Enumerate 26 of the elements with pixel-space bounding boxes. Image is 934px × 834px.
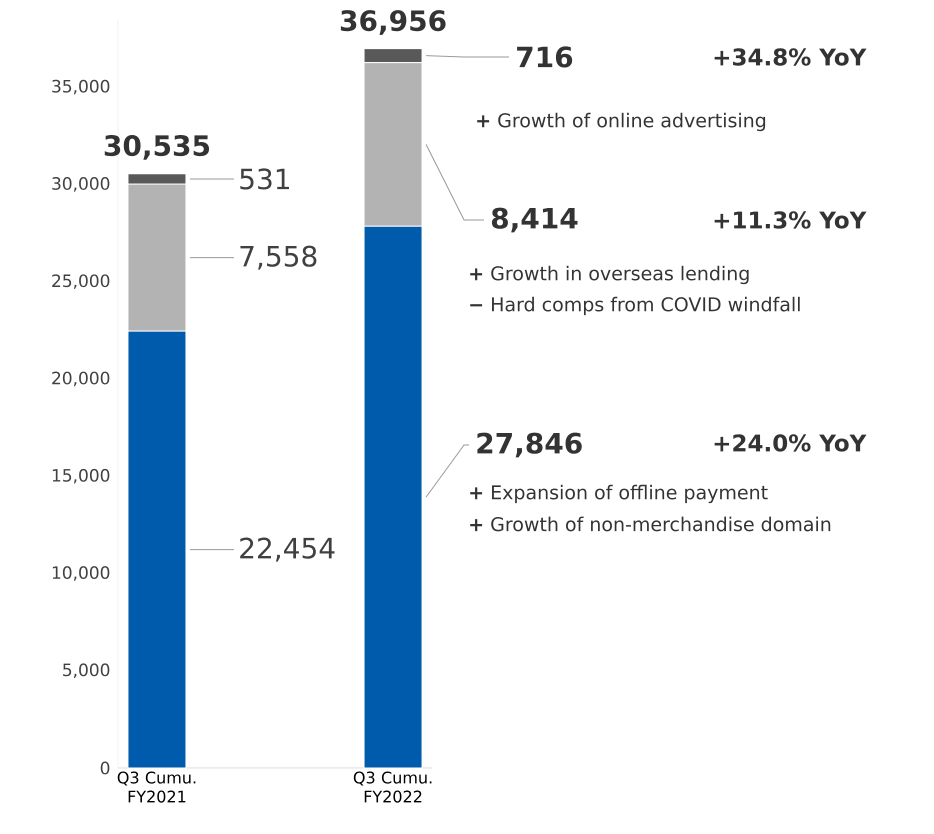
text: +11.3% YoY [714, 211, 867, 229]
data-label: 531 [240, 168, 289, 190]
data-label: 716 [517, 46, 572, 68]
y-tick-label: 35,000 [52, 80, 110, 94]
text: +34.8% YoY [714, 48, 867, 66]
y-tick-label: 0 [100, 762, 110, 774]
text: + Growth of online advertising [477, 112, 766, 132]
data-label: 27,846 [477, 432, 582, 458]
text: + Growth in overseas lending [470, 266, 749, 284]
y-tick-label: 30,000 [52, 177, 110, 192]
data-label: 22,454 [240, 538, 335, 562]
text: +24.0% YoY [714, 434, 867, 452]
data-label: 8,414 [492, 208, 578, 232]
annotation: 30,535 [104, 134, 210, 160]
y-tick-label: 25,000 [52, 274, 110, 289]
x-tick-label: Q3 Cumu. FY2022 [354, 772, 432, 803]
annotation: 36,956 [340, 10, 446, 35]
text: − Hard comps from COVID windfall [470, 296, 800, 316]
x-tick-label: Q3 Cumu. FY2021 [118, 772, 196, 803]
y-tick-label: 15,000 [52, 468, 110, 484]
text: + Expansion of offline payment [470, 484, 768, 504]
data-label: 7,558 [240, 246, 316, 270]
y-tick-label: 20,000 [52, 372, 110, 386]
y-tick-label: 10,000 [52, 566, 110, 581]
y-tick-label: 5,000 [63, 663, 110, 678]
text: + Growth of non-merchandise domain [470, 516, 830, 532]
